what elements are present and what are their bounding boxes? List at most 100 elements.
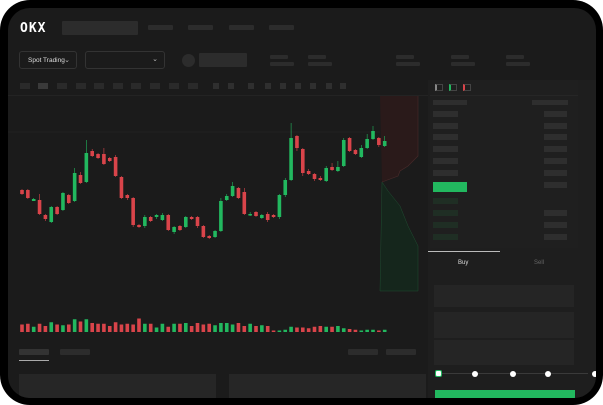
volume-bar	[336, 326, 340, 332]
volume-bar	[195, 323, 200, 332]
chart-tool-icon[interactable]	[280, 83, 286, 89]
candle	[271, 215, 276, 217]
volume-bar	[43, 326, 48, 332]
interval-button[interactable]	[38, 83, 48, 89]
candle	[90, 151, 94, 156]
candlestick-chart[interactable]	[8, 96, 428, 346]
price-input[interactable]	[434, 285, 574, 307]
volume-bar	[119, 324, 124, 332]
order-panel: Buy Sell	[428, 80, 596, 398]
interval-button[interactable]	[57, 83, 67, 89]
candle	[37, 200, 42, 214]
interval-button[interactable]	[76, 83, 86, 89]
volume-bar	[67, 324, 71, 332]
bid-price	[433, 222, 458, 228]
chart-tool-icon[interactable]	[310, 83, 316, 89]
bid-price	[433, 198, 458, 204]
bid-size	[544, 234, 567, 240]
volume-bar	[382, 329, 387, 332]
candle	[371, 131, 375, 139]
candle	[154, 215, 159, 217]
chart-tool-icon[interactable]	[326, 83, 332, 89]
candle	[347, 138, 352, 151]
buy-button[interactable]	[435, 390, 575, 398]
slider-step-100[interactable]	[592, 371, 596, 377]
slider-handle[interactable]	[435, 370, 442, 377]
volume-bar	[201, 324, 206, 332]
volume-bar	[248, 323, 252, 332]
ask-size	[544, 158, 567, 164]
nav-item[interactable]	[269, 25, 294, 30]
chart-tool-icon[interactable]	[265, 83, 271, 89]
order-book-both-icon[interactable]	[435, 84, 443, 91]
nav-item[interactable]	[148, 25, 173, 30]
candle	[107, 158, 112, 161]
volume-bar	[96, 323, 100, 332]
chart-tool-icon[interactable]	[228, 83, 234, 89]
market-select[interactable]: Spot Trading ⌄	[19, 51, 77, 69]
stat-value	[270, 62, 294, 66]
depth-asks	[380, 96, 418, 182]
candle	[242, 192, 247, 214]
candle	[306, 171, 311, 174]
slider-step-75[interactable]	[545, 371, 551, 377]
pair-select[interactable]: ⌄	[85, 51, 165, 69]
nav-item[interactable]	[188, 25, 213, 30]
app-screen: OKX Spot Trading ⌄ ⌄ Buy Sell	[8, 8, 596, 398]
candle	[131, 198, 135, 225]
candle	[301, 149, 305, 173]
tab-buy[interactable]: Buy	[458, 260, 469, 266]
interval-button[interactable]	[113, 83, 123, 89]
volume-bar	[236, 323, 241, 332]
nav-item[interactable]	[229, 25, 254, 30]
order-book-bids-icon[interactable]	[449, 84, 457, 91]
candle	[207, 236, 211, 238]
slider-step-25[interactable]	[472, 371, 478, 377]
order-book	[430, 80, 578, 248]
slider-step-50[interactable]	[510, 371, 516, 377]
volume-bar	[306, 328, 311, 332]
interval-button[interactable]	[150, 83, 160, 89]
tab-sell[interactable]: Sell	[534, 260, 545, 266]
tab-history[interactable]	[60, 349, 90, 355]
candle	[26, 190, 30, 198]
order-book-asks-icon[interactable]	[463, 84, 471, 91]
candle	[148, 217, 153, 221]
volume-bar	[365, 329, 369, 332]
ask-size	[544, 146, 567, 152]
candle	[359, 148, 364, 157]
volume-bar	[166, 326, 171, 332]
chart-tool-icon[interactable]	[295, 83, 301, 89]
ask-price	[433, 111, 458, 117]
tab-open-orders[interactable]	[19, 349, 49, 355]
chart-tool-icon[interactable]	[213, 83, 219, 89]
volume-bar	[160, 323, 165, 332]
interval-button[interactable]	[94, 83, 104, 89]
interval-button[interactable]	[20, 83, 30, 89]
okx-logo[interactable]: OKX	[20, 21, 47, 36]
search-bar[interactable]	[62, 21, 138, 35]
volume-bar	[271, 330, 276, 332]
volume-bar	[184, 323, 188, 332]
divider	[8, 95, 428, 96]
interval-button[interactable]	[188, 83, 198, 89]
interval-button[interactable]	[131, 83, 141, 89]
column-header	[532, 100, 568, 105]
orders-panel	[19, 374, 216, 398]
candle	[382, 141, 387, 146]
total-input[interactable]	[434, 340, 574, 365]
amount-input[interactable]	[434, 312, 574, 338]
filter-button[interactable]	[348, 349, 378, 355]
chart-tool-icon[interactable]	[340, 83, 346, 89]
candle	[160, 215, 165, 220]
volume-bar	[55, 324, 59, 332]
stat-label	[451, 55, 469, 59]
candle	[283, 180, 288, 195]
interval-button[interactable]	[169, 83, 179, 89]
candle	[172, 227, 176, 232]
candle	[213, 231, 217, 237]
volume-bar	[265, 326, 270, 332]
volume-bar	[107, 326, 112, 332]
filter-button[interactable]	[386, 349, 416, 355]
chart-tool-icon[interactable]	[248, 83, 254, 89]
